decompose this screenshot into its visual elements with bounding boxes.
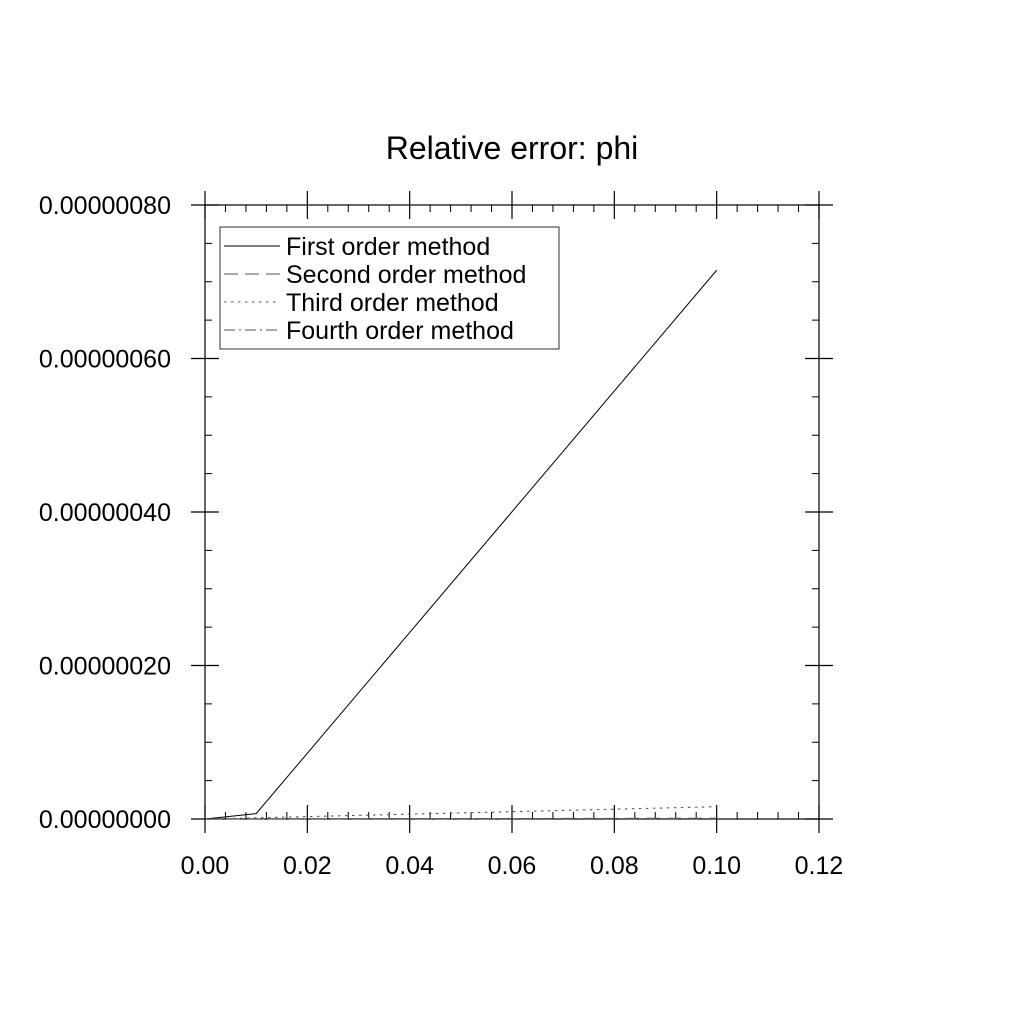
- legend-label-2: Second order method: [286, 261, 526, 289]
- x-tick-label: 0.02: [283, 852, 332, 880]
- y-tick-label: 0.00000080: [39, 192, 171, 220]
- y-tick-label: 0.00000040: [39, 499, 171, 527]
- x-tick-label: 0.00: [181, 852, 230, 880]
- chart-title: Relative error: phi: [386, 130, 639, 166]
- x-tick-label: 0.08: [590, 852, 639, 880]
- x-tick-label: 0.04: [385, 852, 434, 880]
- series-line-1: [204, 269, 718, 820]
- series-line-3: [204, 806, 717, 820]
- x-tick-label: 0.12: [795, 852, 844, 880]
- legend-label-1: First order method: [286, 233, 490, 261]
- y-tick-label: 0.00000060: [39, 346, 171, 374]
- legend-label-3: Third order method: [286, 289, 499, 317]
- x-tick-label: 0.06: [488, 852, 537, 880]
- y-tick-label: 0.00000020: [39, 653, 171, 681]
- y-tick-label: 0.00000000: [39, 806, 171, 834]
- axis-ticks: 0.00 0.02 0.04 0.06 0.08 0.10 0.12 0.00000000 0.…: [39, 191, 843, 880]
- legend-box: [219, 226, 560, 350]
- legend-label-4: Fourth order method: [286, 317, 514, 345]
- data-series: [204, 269, 718, 820]
- x-tick-label: 0.10: [692, 852, 741, 880]
